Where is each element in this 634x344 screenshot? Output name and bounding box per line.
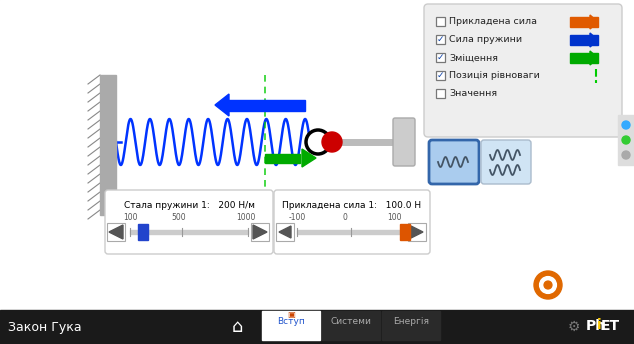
Text: Вступ: Вступ	[277, 318, 305, 326]
Circle shape	[544, 281, 552, 289]
Text: 1000: 1000	[236, 213, 256, 222]
Bar	[436, 71, 445, 80]
Bar	[107, 223, 125, 241]
Bar	[436, 35, 445, 44]
Text: Енергія: Енергія	[393, 318, 429, 326]
Text: ⚙: ⚙	[568, 320, 580, 334]
Circle shape	[622, 136, 630, 144]
Circle shape	[622, 121, 630, 129]
Text: i: i	[597, 318, 602, 332]
Bar	[436, 89, 445, 98]
Text: Значення: Значення	[449, 89, 497, 98]
Circle shape	[534, 271, 562, 299]
Polygon shape	[411, 226, 423, 238]
Circle shape	[622, 151, 630, 159]
Polygon shape	[215, 94, 229, 116]
Bar	[251, 223, 269, 241]
Text: ✓: ✓	[437, 53, 444, 62]
Bar	[100, 75, 116, 215]
Bar	[0, 310, 634, 344]
Circle shape	[322, 132, 342, 152]
Bar	[408, 223, 426, 241]
Text: ✓: ✓	[437, 71, 444, 80]
Bar	[570, 53, 598, 63]
FancyBboxPatch shape	[393, 118, 415, 166]
Text: Стала пружини 1:   200 Н/м: Стала пружини 1: 200 Н/м	[124, 201, 254, 209]
Polygon shape	[302, 149, 316, 167]
Bar	[297, 230, 405, 234]
Text: 100: 100	[387, 213, 401, 222]
Bar	[322, 311, 380, 340]
Bar	[138, 224, 148, 240]
Bar	[382, 311, 440, 340]
Text: Сила пружини: Сила пружини	[449, 35, 522, 44]
Text: 500: 500	[172, 213, 186, 222]
Polygon shape	[590, 15, 598, 29]
Text: Позиція рівноваги: Позиція рівноваги	[449, 72, 540, 80]
FancyBboxPatch shape	[429, 140, 479, 184]
Bar	[130, 230, 248, 234]
Text: Зміщення: Зміщення	[449, 54, 498, 63]
Bar	[436, 17, 445, 26]
Circle shape	[307, 131, 329, 153]
Bar	[618, 115, 634, 165]
Bar	[262, 311, 320, 340]
Polygon shape	[279, 226, 291, 238]
Polygon shape	[254, 226, 266, 238]
Text: Ph: Ph	[586, 320, 606, 333]
Text: ▣: ▣	[287, 310, 295, 319]
Polygon shape	[253, 225, 267, 239]
Text: 0: 0	[342, 213, 347, 222]
FancyBboxPatch shape	[481, 140, 531, 184]
Text: 100: 100	[123, 213, 137, 222]
Circle shape	[540, 277, 557, 293]
Text: Закон Гука: Закон Гука	[8, 321, 82, 333]
Polygon shape	[590, 33, 598, 47]
Text: Прикладена сила: Прикладена сила	[449, 18, 537, 26]
FancyBboxPatch shape	[424, 4, 622, 137]
Polygon shape	[110, 226, 122, 238]
Bar	[227, 99, 305, 110]
Bar	[570, 35, 598, 45]
Bar	[436, 53, 445, 62]
Text: ⌂: ⌂	[231, 318, 243, 336]
Bar	[265, 153, 300, 162]
FancyBboxPatch shape	[274, 190, 430, 254]
Text: ET: ET	[601, 320, 620, 333]
Circle shape	[397, 135, 411, 149]
Bar	[400, 224, 410, 240]
Text: -100: -100	[288, 213, 306, 222]
Bar	[276, 223, 294, 241]
Polygon shape	[590, 51, 598, 65]
Bar	[570, 17, 598, 27]
FancyBboxPatch shape	[105, 190, 273, 254]
Text: ✓: ✓	[437, 35, 444, 44]
Polygon shape	[109, 225, 123, 239]
Text: Прикладена сила 1:   100.0 Н: Прикладена сила 1: 100.0 Н	[282, 201, 422, 209]
Text: Системи: Системи	[330, 318, 372, 326]
